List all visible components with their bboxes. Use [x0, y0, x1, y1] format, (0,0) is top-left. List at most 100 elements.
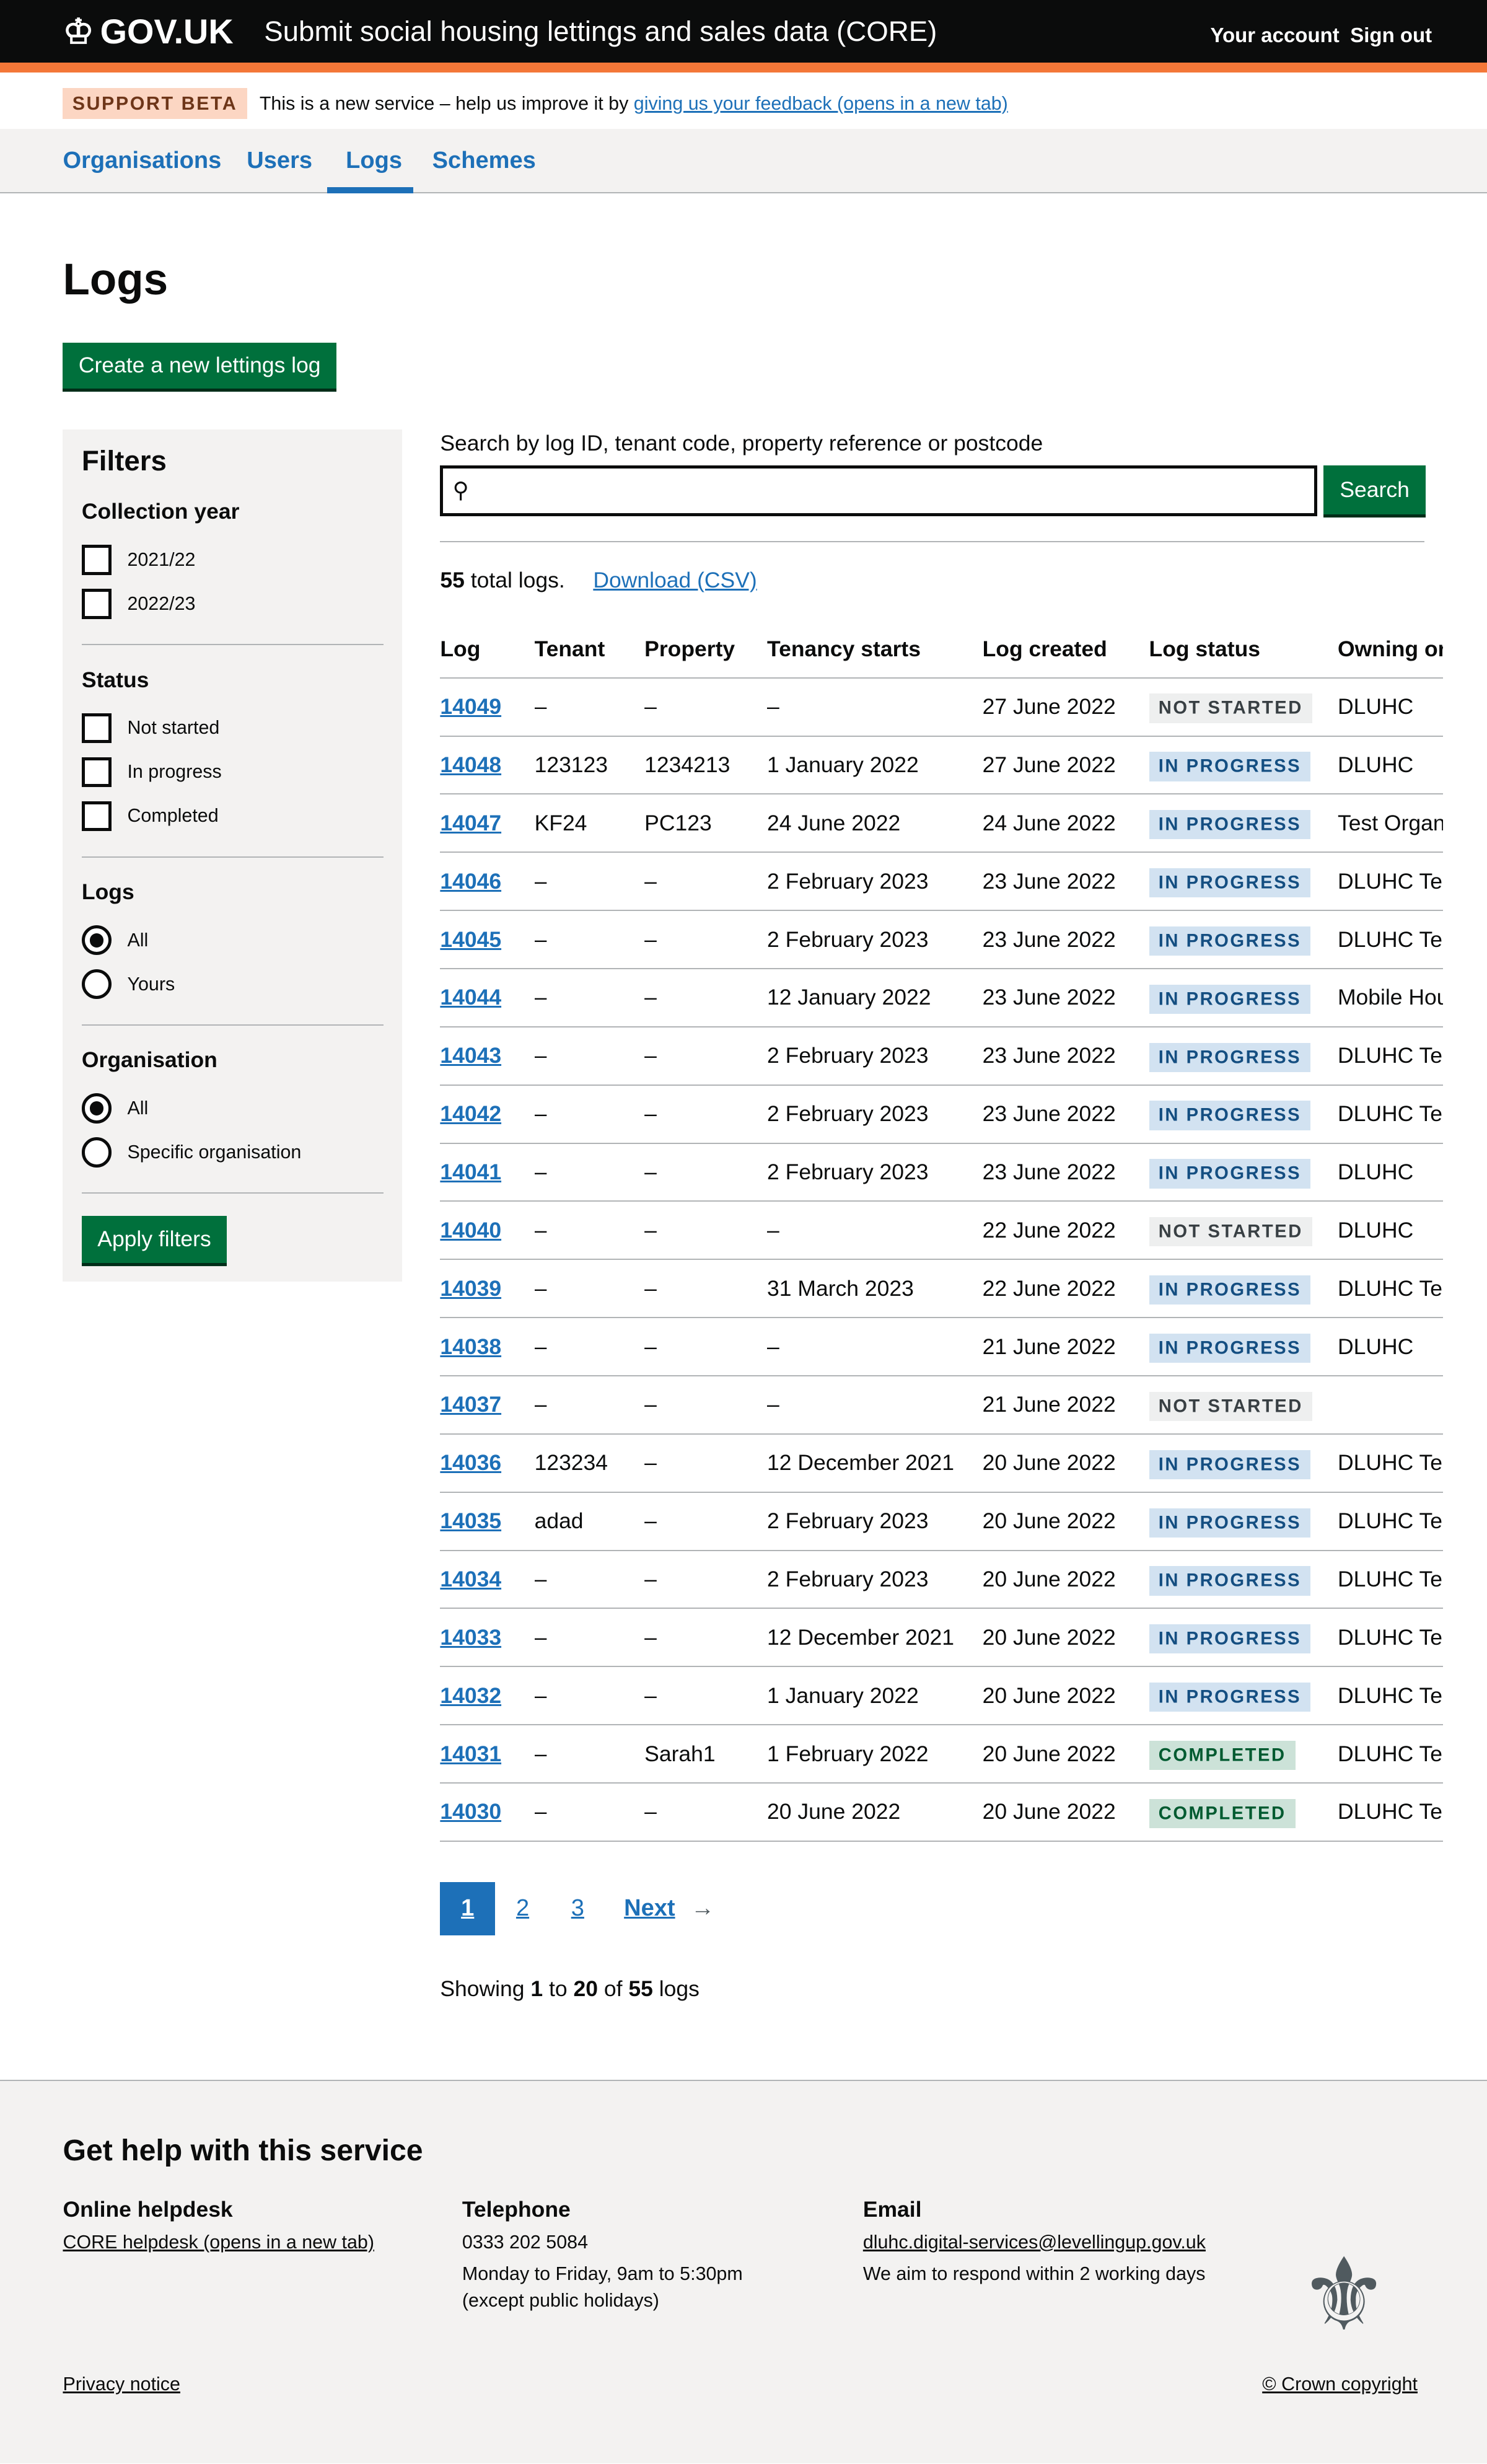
radio[interactable] — [81, 969, 112, 1000]
radio[interactable] — [81, 1137, 112, 1168]
table-row[interactable]: 14049– – –27 June 2022 NOT STARTED DLUHC — [440, 677, 1443, 737]
table-row[interactable]: 14036 123234–12 December 2021 20 June 2022… — [440, 1433, 1443, 1493]
privacy-notice-link[interactable]: Privacy notice — [63, 2374, 180, 2395]
log-id-link[interactable]: 14036 — [440, 1450, 502, 1476]
table-cell: 1 January 2022 — [767, 736, 983, 795]
filter-not-started[interactable]: Not started — [81, 704, 384, 753]
create-lettings-log-button[interactable]: Create a new lettings log — [63, 343, 336, 389]
table-cell: DLUHC Tes — [1337, 1433, 1443, 1493]
table-row[interactable]: 14038– – –21 June 2022 IN PROGRESS DLUHC — [440, 1318, 1443, 1376]
log-id-link[interactable]: 14038 — [440, 1334, 502, 1359]
apply-filters-button[interactable]: Apply filters — [81, 1215, 227, 1263]
log-id-link[interactable]: 14035 — [440, 1508, 502, 1534]
table-cell: – — [644, 1085, 768, 1144]
column-header: Property — [644, 621, 768, 679]
sign-out-link[interactable]: Sign out — [1350, 24, 1432, 47]
log-id-link[interactable]: 14032 — [440, 1683, 502, 1708]
table-row[interactable]: 14048 123123 1234213 1 January 2022 27 June … — [440, 736, 1443, 795]
filter-completed[interactable]: Completed — [81, 792, 384, 841]
helpdesk-link[interactable]: CORE helpdesk (opens in a new tab) — [63, 2231, 374, 2253]
log-id-link[interactable]: 14040 — [440, 1217, 502, 1243]
checkbox[interactable] — [81, 801, 112, 831]
checkbox[interactable] — [81, 713, 112, 743]
table-row[interactable]: 14041– –2 February 2023 23 June 2022 IN PRO… — [440, 1143, 1443, 1202]
search-input[interactable]: ⚲ — [440, 465, 1317, 516]
filter-2022-23[interactable]: 2022/23 — [81, 579, 384, 628]
email-link[interactable]: dluhc.digital-services@levellingup.gov.u… — [862, 2231, 1206, 2253]
log-id-link[interactable]: 14044 — [440, 985, 502, 1010]
column-header: Log — [440, 621, 535, 679]
radio-selected[interactable] — [81, 1093, 112, 1124]
log-id-link[interactable]: 14030 — [440, 1799, 502, 1824]
page-3[interactable]: 3 — [571, 1895, 584, 1922]
status-tag: IN PROGRESS — [1149, 1683, 1311, 1712]
showing-summary: Showing 1 to 20 of 55 logs — [440, 1976, 700, 2001]
table-row[interactable]: 14044– –12 January 2022 23 June 2022 IN PRO… — [440, 968, 1443, 1027]
crown-copyright-link[interactable]: © Crown copyright — [1262, 2374, 1418, 2395]
crown-icon: ♔ — [63, 11, 94, 51]
table-cell: 27 June 2022 — [982, 677, 1149, 737]
log-id-link[interactable]: 14039 — [440, 1275, 502, 1301]
log-id-link[interactable]: 14045 — [440, 926, 502, 952]
page-2[interactable]: 2 — [515, 1895, 530, 1922]
filter-logs-all[interactable]: All — [81, 916, 384, 965]
table-row[interactable]: 14039– –31 March 2023 22 June 2022 IN PROGR… — [440, 1259, 1443, 1319]
table-cell: DLUHC Tes — [1337, 1550, 1443, 1609]
log-id-link[interactable]: 14047 — [440, 810, 502, 835]
log-id-link[interactable]: 14041 — [440, 1159, 502, 1184]
table-row[interactable]: 14043– –2 February 2023 23 June 2022 IN PRO… — [440, 1026, 1443, 1086]
status-tag: IN PROGRESS — [1149, 1450, 1311, 1479]
filter-2021-22[interactable]: 2021/22 — [81, 535, 384, 584]
checkbox[interactable] — [81, 589, 112, 619]
log-id-link[interactable]: 14043 — [440, 1043, 502, 1068]
table-row[interactable]: 14034– –2 February 2023 20 June 2022 IN PRO… — [440, 1550, 1443, 1609]
column-header: Log created — [982, 621, 1149, 679]
log-id-link[interactable]: 14033 — [440, 1624, 502, 1650]
log-id-link[interactable]: 14034 — [440, 1566, 502, 1591]
filter-logs-yours[interactable]: Yours — [81, 960, 384, 1009]
log-id-link[interactable]: 14042 — [440, 1101, 502, 1127]
log-id-link[interactable]: 14048 — [440, 752, 502, 777]
service-name-link[interactable]: Submit social housing lettings and sales… — [264, 15, 937, 48]
table-row[interactable]: 14032– –1 January 2022 20 June 2022 IN PROG… — [440, 1666, 1443, 1726]
nav-logs[interactable]: Logs — [346, 147, 403, 174]
radio-selected[interactable] — [81, 925, 112, 956]
table-row[interactable]: 14031 – Sarah1 1 February 2022 20 June 2022 C… — [440, 1725, 1443, 1784]
log-id-link[interactable]: 14046 — [440, 868, 502, 894]
nav-users[interactable]: Users — [247, 147, 313, 174]
table-row[interactable]: 14047 KF24 PC123 24 June 2022 24 June 2022 IN… — [440, 794, 1443, 853]
table-row[interactable]: 14046– –2 February 2023 23 June 2022 IN PRO… — [440, 852, 1443, 912]
search-button[interactable]: Search — [1323, 465, 1426, 514]
divider — [81, 644, 384, 645]
table-row[interactable]: 14035 adad –2 February 2023 20 June 2022 IN … — [440, 1492, 1443, 1551]
logs-main: Search by log ID, tenant code, property … — [440, 429, 1443, 1842]
table-row[interactable]: 14033– –12 December 2021 20 June 2022 IN PR… — [440, 1608, 1443, 1668]
table-cell: KF24 — [534, 794, 645, 853]
status-tag: IN PROGRESS — [1149, 1101, 1311, 1130]
govuk-logo[interactable]: ♔ GOV.UK — [63, 11, 234, 51]
nav-organisations[interactable]: Organisations — [63, 147, 222, 174]
page-1[interactable]: 1 — [440, 1881, 496, 1936]
filter-org-all[interactable]: All — [81, 1084, 384, 1133]
download-csv-link[interactable]: Download (CSV) — [593, 567, 757, 592]
log-id-link[interactable]: 14049 — [440, 694, 502, 719]
table-row[interactable]: 14030– –20 June 2022 20 June 2022 COMPLETED… — [440, 1782, 1443, 1842]
table-row[interactable]: 14037– – –21 June 2022 NOT STARTED — [440, 1375, 1443, 1435]
filter-org-specific[interactable]: Specific organisation — [81, 1128, 384, 1177]
table-cell: 20 June 2022 — [982, 1666, 1149, 1726]
table-cell: 24 June 2022 — [982, 794, 1149, 853]
log-id-link[interactable]: 14031 — [440, 1741, 502, 1766]
table-cell: 21 June 2022 — [982, 1375, 1149, 1435]
table-row[interactable]: 14045– –2 February 2023 23 June 2022 IN PRO… — [440, 910, 1443, 969]
table-row[interactable]: 14042– –2 February 2023 23 June 2022 IN PRO… — [440, 1085, 1443, 1144]
checkbox[interactable] — [81, 757, 112, 787]
log-id-link[interactable]: 14037 — [440, 1392, 502, 1417]
your-account-link[interactable]: Your account — [1210, 24, 1340, 47]
table-cell: 20 June 2022 — [982, 1550, 1149, 1609]
table-row[interactable]: 14040– – –22 June 2022 NOT STARTED DLUHC — [440, 1201, 1443, 1261]
next-page-link[interactable]: Next — [624, 1895, 675, 1922]
filter-in-progress[interactable]: In progress — [81, 748, 384, 797]
checkbox[interactable] — [81, 545, 112, 575]
feedback-link[interactable]: giving us your feedback (opens in a new … — [633, 92, 1008, 114]
nav-schemes[interactable]: Schemes — [432, 147, 536, 174]
